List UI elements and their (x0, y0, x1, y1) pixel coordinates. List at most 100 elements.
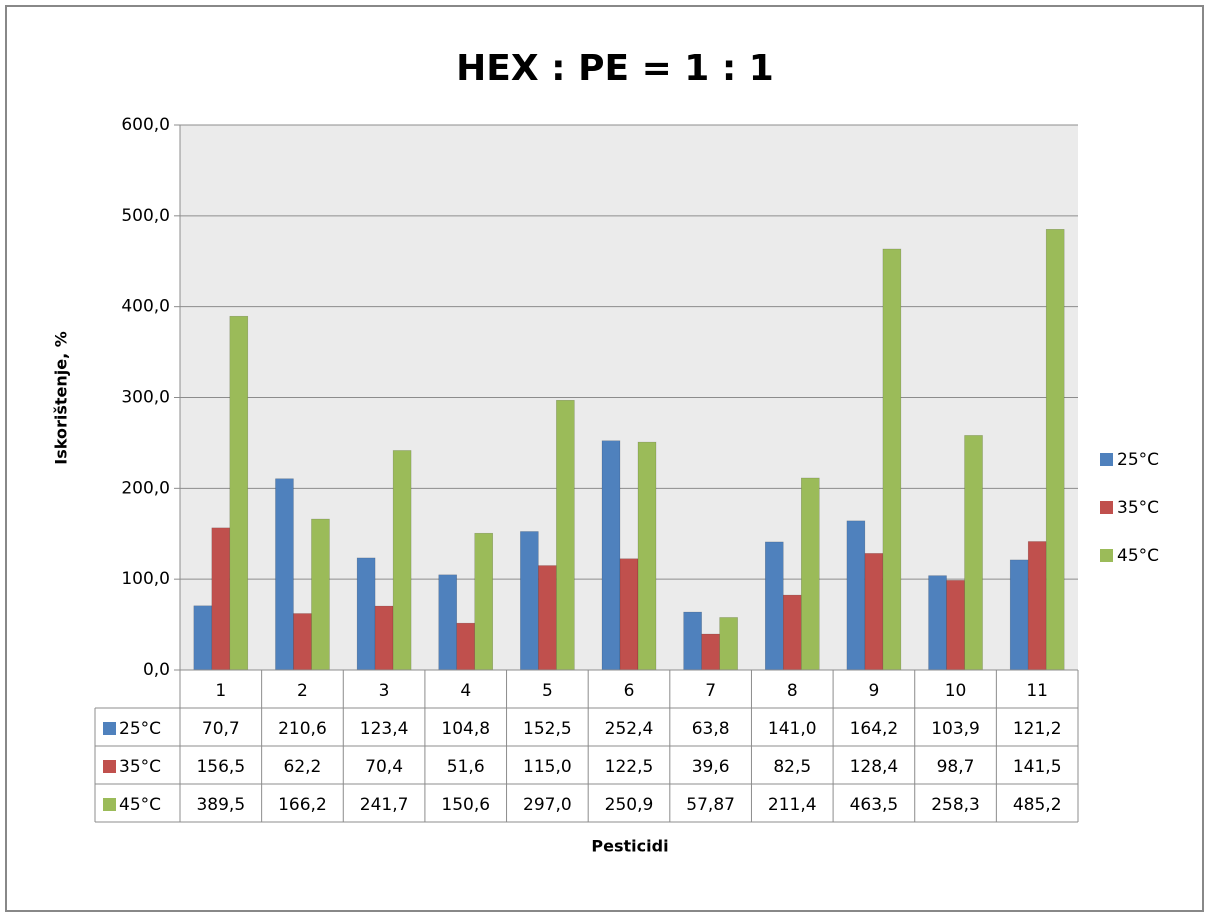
bar (801, 477, 820, 671)
legend-key (1100, 501, 1113, 514)
bar (1009, 559, 1029, 671)
data-label: 51,6 (447, 757, 485, 777)
data-label: 156,5 (196, 757, 245, 777)
data-label: 123,4 (360, 719, 409, 739)
bar (619, 558, 639, 671)
bar (438, 574, 457, 671)
data-label: 210,6 (278, 719, 327, 739)
data-label: 250,9 (605, 795, 654, 815)
bar (946, 580, 965, 671)
bar (765, 541, 784, 671)
x-tick-label: 1 (215, 681, 226, 701)
bar (783, 594, 802, 671)
bar (275, 478, 294, 671)
legend-label: 25°C (1117, 450, 1159, 470)
data-label: 258,3 (931, 795, 980, 815)
bar (456, 622, 475, 671)
y-tick-label: 400,0 (121, 297, 170, 317)
x-tick-label: 5 (542, 681, 553, 701)
legend-label: 45°C (1117, 546, 1159, 566)
bar (601, 440, 621, 671)
legend-label: 35°C (1117, 498, 1159, 518)
bar (964, 435, 983, 671)
bar (474, 532, 493, 671)
bar (538, 565, 557, 671)
table-series-name: 35°C (119, 757, 161, 777)
data-label: 104,8 (441, 719, 490, 739)
data-label: 150,6 (441, 795, 490, 815)
bar (520, 531, 539, 671)
data-label: 463,5 (850, 795, 899, 815)
x-axis-label: Pesticidi (591, 837, 668, 856)
data-label: 57,87 (686, 795, 735, 815)
x-tick-label: 6 (624, 681, 635, 701)
data-label: 389,5 (196, 795, 245, 815)
table-legend-key (103, 798, 116, 811)
chart-title: HEX : PE = 1 : 1 (456, 48, 774, 89)
data-label: 241,7 (360, 795, 409, 815)
bar (882, 248, 902, 671)
data-label: 141,0 (768, 719, 817, 739)
bar (1045, 229, 1065, 671)
bar (374, 605, 394, 671)
bar (229, 315, 249, 671)
bar (1027, 541, 1047, 671)
y-tick-label: 100,0 (121, 569, 170, 589)
x-tick-label: 2 (297, 681, 308, 701)
y-axis-label: Iskorištenje, % (52, 331, 71, 464)
data-label: 164,2 (850, 719, 899, 739)
legend-key (1100, 549, 1113, 562)
data-label: 115,0 (523, 757, 572, 777)
x-tick-label: 9 (868, 681, 879, 701)
x-tick-label: 10 (945, 681, 967, 701)
y-tick-label: 300,0 (121, 388, 170, 408)
bar (556, 399, 575, 671)
bar (392, 450, 412, 671)
bar (701, 633, 720, 671)
data-label: 128,4 (850, 757, 899, 777)
bar (356, 557, 376, 671)
bar (719, 617, 738, 671)
data-label: 62,2 (284, 757, 322, 777)
x-tick-label: 8 (787, 681, 798, 701)
bar (928, 575, 947, 671)
bar (311, 518, 330, 671)
data-label: 70,7 (202, 719, 240, 739)
bar (846, 520, 866, 671)
bar (293, 613, 312, 671)
table-legend-key (103, 722, 116, 735)
data-label: 141,5 (1013, 757, 1062, 777)
y-tick-label: 0,0 (143, 660, 170, 680)
x-tick-label: 3 (379, 681, 390, 701)
bar (864, 553, 884, 671)
bar (637, 441, 657, 671)
data-label: 63,8 (692, 719, 730, 739)
data-label: 82,5 (773, 757, 811, 777)
data-label: 39,6 (692, 757, 730, 777)
data-label: 166,2 (278, 795, 327, 815)
data-label: 98,7 (937, 757, 975, 777)
x-tick-label: 7 (705, 681, 716, 701)
bar (683, 611, 702, 671)
x-tick-label: 11 (1026, 681, 1048, 701)
legend-key (1100, 453, 1113, 466)
data-label: 297,0 (523, 795, 572, 815)
bar (211, 527, 231, 671)
y-tick-label: 500,0 (121, 206, 170, 226)
y-tick-label: 600,0 (121, 115, 170, 135)
data-label: 70,4 (365, 757, 403, 777)
x-tick-label: 4 (460, 681, 471, 701)
table-legend-key (103, 760, 116, 773)
data-label: 122,5 (605, 757, 654, 777)
data-label: 121,2 (1013, 719, 1062, 739)
data-label: 252,4 (605, 719, 654, 739)
y-tick-label: 200,0 (121, 478, 170, 498)
table-series-name: 25°C (119, 719, 161, 739)
data-label: 485,2 (1013, 795, 1062, 815)
data-label: 152,5 (523, 719, 572, 739)
data-label: 103,9 (931, 719, 980, 739)
data-label: 211,4 (768, 795, 817, 815)
table-series-name: 45°C (119, 795, 161, 815)
bar (193, 605, 213, 671)
